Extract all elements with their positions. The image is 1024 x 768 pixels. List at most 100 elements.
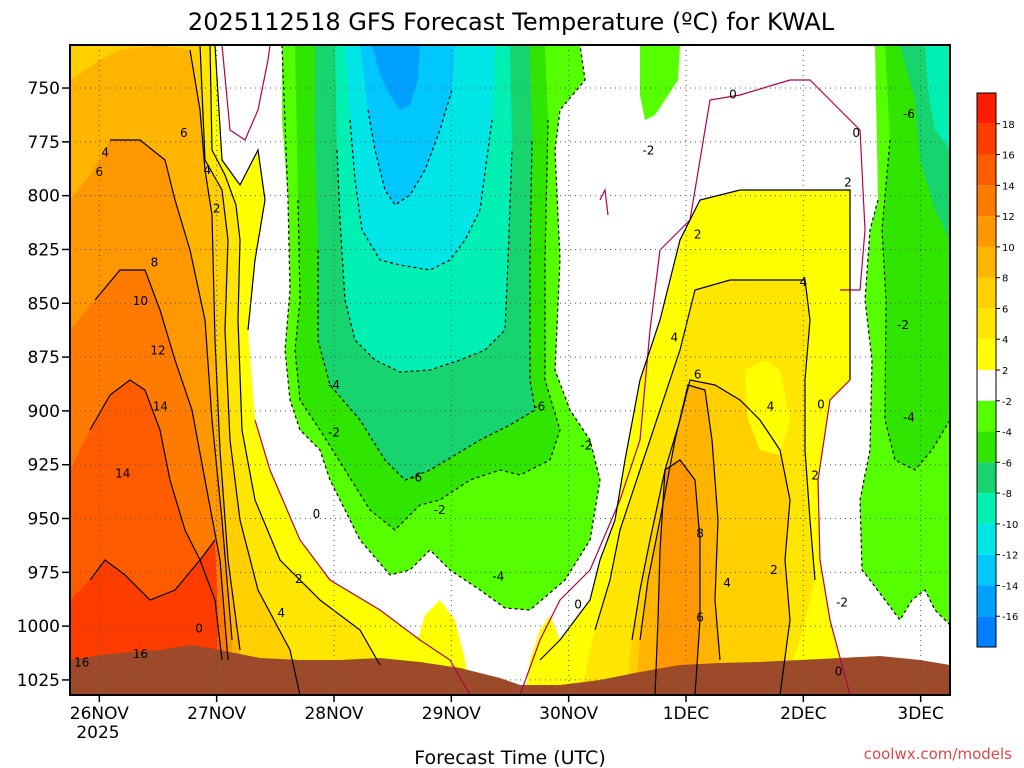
field-cyan-12 (360, 45, 455, 205)
colorbar-label: 6 (1002, 304, 1008, 315)
colorbar-swatch (977, 123, 996, 155)
x-tick-label: 29NOV (422, 704, 481, 724)
contour-magenta-mid (254, 419, 471, 695)
colorbar-label: -16 (1002, 612, 1018, 623)
contour-label: 14 (153, 400, 168, 414)
credit-text: coolwx.com/models (864, 745, 1012, 763)
x-axis-year: 2025 (76, 723, 119, 743)
y-tick-label: 775 (28, 133, 60, 153)
y-tick-label: 950 (28, 510, 60, 530)
contour-label: 0 (313, 507, 321, 521)
contour-label: -2 (897, 318, 909, 332)
contour-label: 6 (180, 126, 188, 140)
y-tick-label: 975 (28, 563, 60, 583)
grid-lines (70, 45, 950, 695)
contour-black-east-4 (639, 384, 721, 661)
colorbar-label: 14 (1002, 181, 1015, 192)
colorbar-label: -8 (1002, 489, 1012, 500)
colorbar-label: 10 (1002, 243, 1015, 254)
colorbar-label: 18 (1002, 120, 1015, 131)
y-tick-label: 825 (28, 240, 60, 260)
colorbar-label: -2 (1002, 397, 1012, 408)
contour-label: 8 (151, 255, 159, 269)
contour-label: 0 (729, 88, 737, 102)
contour-label: 2 (694, 227, 702, 241)
contour-black-east-2 (594, 279, 816, 631)
y-tick-label: 1000 (17, 617, 60, 637)
contour-label: -2 (642, 143, 654, 157)
contour-label: 2 (295, 572, 303, 586)
contour-label: -6 (410, 471, 422, 485)
contour-label: 0 (195, 621, 203, 635)
y-tick-label: 875 (28, 348, 60, 368)
contour-black-west-8 (89, 539, 216, 601)
contour-label: -6 (903, 107, 915, 121)
contour-label: -2 (328, 425, 340, 439)
contour-lines (89, 45, 950, 695)
y-tick-label: 800 (28, 187, 60, 207)
contour-label: -2 (434, 503, 446, 517)
contour-label: 16 (74, 656, 89, 670)
contour-magenta-east (817, 379, 851, 695)
contour-label: 10 (133, 294, 148, 308)
y-tick-label: 900 (28, 402, 60, 422)
x-tick-label: 2DEC (780, 704, 827, 724)
colorbar-swatch (977, 370, 996, 401)
contour-dash-5 (349, 119, 493, 271)
contour-label: 4 (800, 275, 808, 289)
contour-label: 2 (844, 176, 852, 190)
field-teal-east-8 (925, 45, 950, 150)
colorbar-swatch (977, 93, 996, 124)
contour-label: -6 (533, 400, 545, 414)
contour-label: 8 (696, 527, 704, 541)
field-blue-14 (372, 45, 420, 110)
x-tick-label: 30NOV (539, 704, 598, 724)
contour-label: 4 (277, 606, 285, 620)
colorbar-swatch (977, 431, 996, 463)
contour-black-west-1 (214, 45, 266, 331)
colorbar-swatch (977, 493, 996, 524)
terrain (70, 645, 950, 695)
colorbar-swatch (977, 616, 996, 647)
contour-black-west-6 (94, 269, 229, 661)
x-tick-label: 26NOV (70, 704, 129, 724)
contour-label: 2 (770, 563, 778, 577)
field-yellow-east-small (745, 360, 790, 455)
colorbar-swatch (977, 400, 996, 432)
plot-field (70, 45, 950, 695)
colorbar-swatch (977, 523, 996, 555)
contour-black-east-1 (539, 189, 851, 661)
contour-label: -2 (580, 438, 592, 452)
colorbar-label: -12 (1002, 551, 1018, 562)
field-green-north (640, 45, 680, 120)
contour-dash-1 (281, 45, 601, 611)
colorbar-label: -6 (1002, 458, 1012, 469)
y-tick-label: 925 (28, 456, 60, 476)
contour-label-layer: 4 6 6 4 2 8 10 12 14 14 16 16 0 -4 -2 0 2 4 -6 -2 -4 -6 -2 0 -2 0… (74, 88, 915, 679)
field-orange-8-east (655, 460, 700, 695)
colorbar-label: 2 (1002, 366, 1008, 377)
x-tick-label: 28NOV (304, 704, 363, 724)
colorbar-label: -4 (1002, 428, 1012, 439)
contour-label: -4 (903, 410, 915, 424)
contour-black-west-4 (189, 49, 241, 651)
colorbar-label: -10 (1002, 520, 1018, 531)
contour-label: 0 (574, 598, 582, 612)
contour-label: 4 (767, 400, 775, 414)
contour-label: 2 (811, 468, 819, 482)
colorbar-swatch (977, 216, 996, 247)
colorbar-label: 4 (1002, 335, 1008, 346)
contour-magenta-top (599, 187, 609, 216)
contour-label: 0 (852, 126, 860, 140)
colorbar-swatch (977, 308, 996, 340)
colorbar-swatch (977, 462, 996, 494)
contour-dash-east-2 (881, 139, 950, 471)
contour-dash-3 (317, 139, 536, 481)
colorbar-swatch (977, 246, 996, 278)
x-tick-label: 27NOV (187, 704, 246, 724)
colorbar-label: -14 (1002, 581, 1018, 592)
y-tick-label: 750 (28, 79, 60, 99)
colorbar-swatch (977, 585, 996, 617)
colorbar-swatch (977, 554, 996, 586)
